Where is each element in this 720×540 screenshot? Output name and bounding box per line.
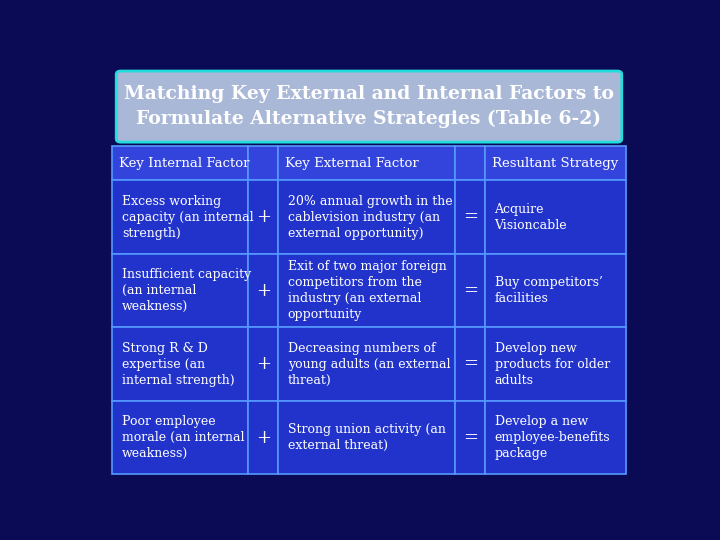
Bar <box>455 327 485 401</box>
Bar <box>455 180 485 254</box>
Text: Develop new
products for older
adults: Develop new products for older adults <box>495 342 610 387</box>
Bar <box>112 254 248 327</box>
Bar <box>455 401 485 474</box>
Text: Key Internal Factor: Key Internal Factor <box>119 157 250 170</box>
Bar <box>112 146 248 180</box>
Bar <box>278 254 455 327</box>
Bar <box>485 327 626 401</box>
Text: =: = <box>463 355 477 373</box>
Bar <box>248 180 278 254</box>
Text: +: + <box>256 282 271 300</box>
Bar <box>278 180 455 254</box>
Bar <box>485 254 626 327</box>
Bar <box>455 146 485 180</box>
Text: +: + <box>256 355 271 373</box>
Text: Acquire
Visioncable: Acquire Visioncable <box>495 202 567 232</box>
Bar <box>112 401 248 474</box>
Text: Poor employee
morale (an internal
weakness): Poor employee morale (an internal weakne… <box>122 415 244 460</box>
Bar <box>248 254 278 327</box>
Text: =: = <box>463 429 477 447</box>
Bar <box>248 146 278 180</box>
Text: Resultant Strategy: Resultant Strategy <box>492 157 618 170</box>
Text: Matching Key External and Internal Factors to
Formulate Alternative Strategies (: Matching Key External and Internal Facto… <box>124 85 614 129</box>
Bar <box>485 146 626 180</box>
Text: =: = <box>463 208 477 226</box>
Text: Develop a new
employee-benefits
package: Develop a new employee-benefits package <box>495 415 610 460</box>
Text: Key External Factor: Key External Factor <box>285 157 418 170</box>
Bar <box>278 146 455 180</box>
FancyBboxPatch shape <box>116 71 622 142</box>
Text: Exit of two major foreign
competitors from the
industry (an external
opportunity: Exit of two major foreign competitors fr… <box>287 260 446 321</box>
Text: +: + <box>256 429 271 447</box>
Bar <box>455 254 485 327</box>
Text: Insufficient capacity
(an internal
weakness): Insufficient capacity (an internal weakn… <box>122 268 251 313</box>
Text: 20% annual growth in the
cablevision industry (an
external opportunity): 20% annual growth in the cablevision ind… <box>287 194 452 240</box>
Bar <box>278 327 455 401</box>
Bar <box>248 401 278 474</box>
Text: +: + <box>256 208 271 226</box>
Bar <box>112 327 248 401</box>
Bar <box>278 401 455 474</box>
Bar <box>485 180 626 254</box>
Text: Strong R & D
expertise (an
internal strength): Strong R & D expertise (an internal stre… <box>122 342 235 387</box>
Text: Decreasing numbers of
young adults (an external
threat): Decreasing numbers of young adults (an e… <box>287 342 450 387</box>
Text: Buy competitors’
facilities: Buy competitors’ facilities <box>495 276 603 305</box>
Bar <box>112 180 248 254</box>
Bar <box>248 327 278 401</box>
Text: Strong union activity (an
external threat): Strong union activity (an external threa… <box>287 423 446 452</box>
Text: =: = <box>463 282 477 300</box>
Text: Excess working
capacity (an internal
strength): Excess working capacity (an internal str… <box>122 194 253 240</box>
Bar <box>485 401 626 474</box>
